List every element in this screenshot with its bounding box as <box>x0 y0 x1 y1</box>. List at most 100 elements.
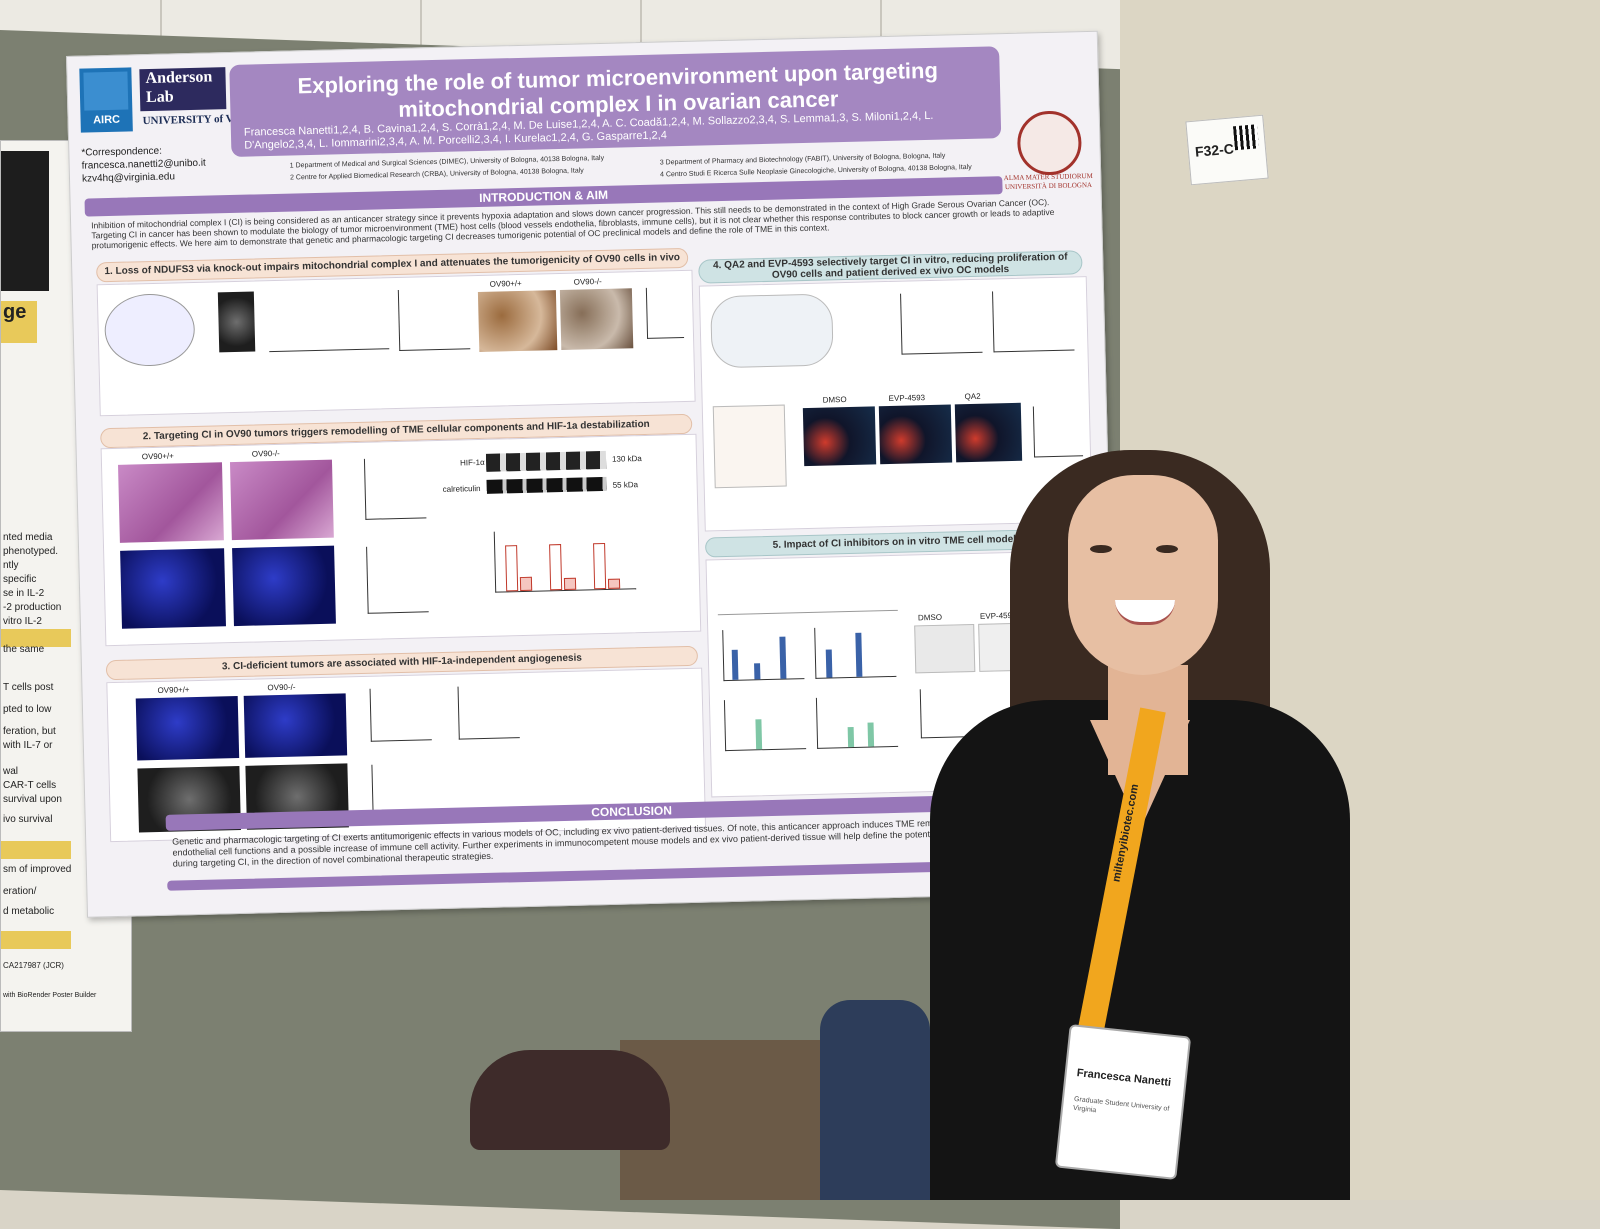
bar <box>754 663 761 680</box>
bar <box>779 636 787 679</box>
airc-logo-mark <box>83 71 129 111</box>
endomucin-if-wt <box>135 695 240 761</box>
presenter-eye <box>1156 545 1178 553</box>
neighbor-poster-line: the same <box>3 644 45 655</box>
kda-130-label: 130 kDa <box>611 454 642 464</box>
correspondence: *Correspondence: francesca.nanetti2@unib… <box>81 145 206 185</box>
airc-logo: AIRC <box>79 67 133 133</box>
mrna-plot-1 <box>722 628 805 682</box>
wt-label: OV90+/+ <box>141 451 174 462</box>
calreticulin-label: calreticulin <box>442 484 481 494</box>
f480-if-ko <box>232 545 336 627</box>
bar <box>519 576 533 592</box>
proliferation-plot-wt <box>900 291 983 355</box>
mitochondrion-diagram <box>103 292 196 368</box>
evp-label: EVP-4593 <box>888 393 926 404</box>
section-2-figure: OV90+/+ OV90-/- HIF-1α 130 kDa calreticu… <box>100 433 702 647</box>
ki67-ihc-wt <box>477 290 558 352</box>
neighbor-poster-line: with IL-7 or <box>3 740 53 751</box>
experimental-setting-diagram <box>710 293 834 369</box>
neighbor-poster-line: specific <box>3 574 37 585</box>
ecad-ki67-if-evp <box>878 404 953 465</box>
ecad-ki67-if-dmso <box>802 406 877 467</box>
bystander-skirt <box>470 1050 670 1150</box>
badge-affiliation: Graduate Student University of Virginia <box>1072 1095 1170 1115</box>
masson-trichrome-wt <box>118 462 224 543</box>
bar <box>563 577 577 590</box>
bar <box>607 578 621 589</box>
masson-trichrome-ko <box>229 459 334 541</box>
bar <box>867 722 875 747</box>
growth-curve-axes <box>397 288 471 351</box>
poster-number: F32-C <box>1194 140 1235 160</box>
section-3-caption <box>528 687 692 691</box>
ko-label: OV90-/- <box>573 276 602 287</box>
f480-if-wt <box>120 548 226 629</box>
neighbor-poster-heading: ge <box>1 301 37 343</box>
neighbor-poster-line: phenotyped. <box>3 546 59 557</box>
wt-label: OV90+/+ <box>489 278 522 289</box>
endomucin-if-ko <box>243 693 348 758</box>
poster-number-placard: F32-C <box>1185 114 1269 186</box>
ki67-ecad-plot <box>1032 405 1084 458</box>
dmso-label: DMSO <box>917 612 943 623</box>
neighbor-poster-line: CAR-T cells <box>3 780 57 791</box>
mrna-plot-3 <box>723 698 807 752</box>
collagen-plot-axes <box>363 457 427 520</box>
neighbor-poster-highlight <box>1 629 71 647</box>
neighbor-poster-line: ntly <box>3 560 19 571</box>
tme-cell-diagram <box>716 569 898 616</box>
ki67-ihc-ko <box>559 288 634 350</box>
neighbor-poster-line: se in IL-2 <box>3 588 45 599</box>
ki67-plot-axes <box>645 286 685 339</box>
gel-image <box>217 291 256 353</box>
wt-label: OV90+/+ <box>157 685 190 695</box>
kda-55-label: 55 kDa <box>612 480 639 490</box>
mrna-plot-2 <box>814 625 897 679</box>
dmso-label: DMSO <box>822 395 847 405</box>
western-blot-calreticulin <box>486 476 607 494</box>
unibo-seal <box>1016 110 1083 176</box>
neighbor-poster-line: vitro IL-2 <box>3 616 42 627</box>
neighbor-poster-line: nted media <box>3 532 53 543</box>
tube-formation-dmso <box>914 623 976 674</box>
neighbor-poster-line: feration, but <box>3 726 56 737</box>
mrna-plot-4 <box>815 695 899 749</box>
presenter-face <box>1068 475 1218 675</box>
neighbor-poster-highlight <box>1 931 71 949</box>
western-blot-hif <box>485 450 607 472</box>
vessel-number-plot <box>457 685 520 740</box>
bar <box>549 544 563 591</box>
bar <box>755 719 763 750</box>
neighbor-poster-line: pted to low <box>3 704 52 715</box>
vessel-size-plot <box>369 687 432 742</box>
neighbor-poster-line: with BioRender Poster Builder <box>3 992 97 999</box>
neighbor-poster-line: -2 production <box>3 602 62 613</box>
neighbor-poster-line: sm of improved <box>3 864 72 875</box>
neighbor-poster-line: survival upon <box>3 794 62 805</box>
bar <box>847 726 855 748</box>
badge-name: Francesca Nanetti <box>1076 1067 1172 1089</box>
bar <box>593 542 607 590</box>
neighbor-poster-line: T cells post <box>3 682 54 693</box>
bar <box>855 632 863 677</box>
qr-code-icon <box>1232 124 1259 151</box>
bar <box>731 649 739 680</box>
hif-label: HIF-1α <box>459 457 485 468</box>
bystander-jeans <box>820 1000 930 1200</box>
name-badge: Francesca Nanetti Graduate Student Unive… <box>1054 1024 1192 1180</box>
xenograft-timeline <box>268 298 390 353</box>
neighbor-poster-highlight <box>1 841 71 859</box>
section-1-figure: OV90+/+ OV90-/- <box>96 269 696 417</box>
qa2-label: QA2 <box>964 391 981 402</box>
neighbor-poster-line: CA217987 (JCR) <box>3 961 64 970</box>
proliferation-plot-ko <box>992 289 1075 353</box>
neighbor-poster-line: ivo survival <box>3 814 53 825</box>
bar <box>505 545 519 592</box>
neighbor-poster-line: wal <box>3 766 19 777</box>
presenter-eye <box>1090 545 1112 553</box>
ko-label: OV90-/- <box>251 448 280 459</box>
ecad-ki67-if-qa2 <box>954 402 1023 463</box>
macrophage-plot-axes <box>366 545 429 614</box>
anderson-lab-logo: Anderson Lab <box>139 67 227 112</box>
